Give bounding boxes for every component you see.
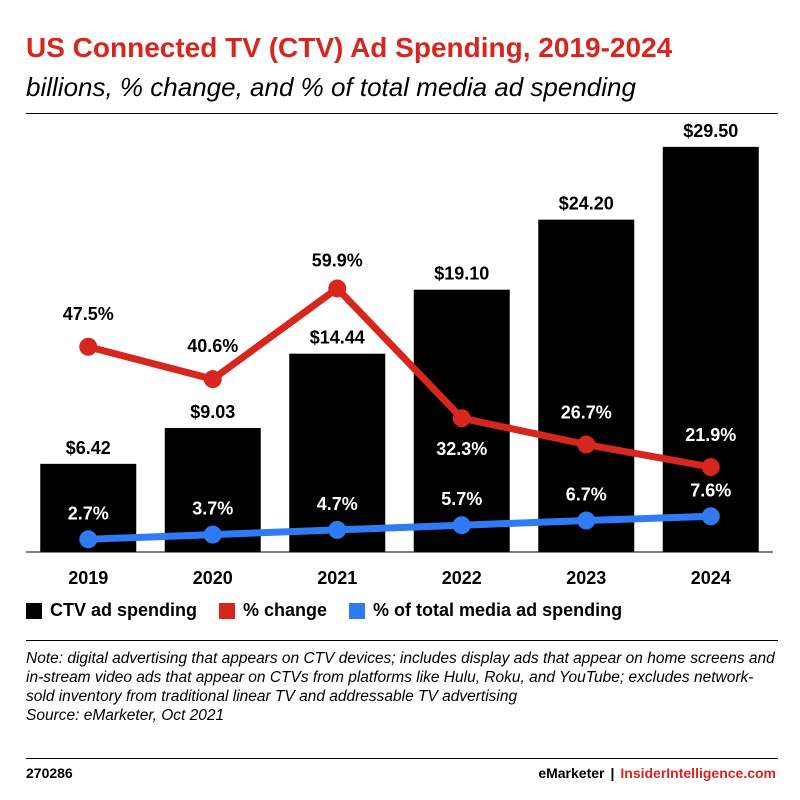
- change-point-2022: [452, 409, 471, 428]
- legend-item-change: % change: [219, 600, 327, 621]
- share-value-label: 6.7%: [566, 485, 607, 505]
- x-tick-label: 2020: [193, 568, 233, 588]
- share-value-label: 2.7%: [68, 503, 109, 523]
- brand-emarketer: eMarketer: [538, 765, 605, 781]
- footer-brand: eMarketer | InsiderIntelligence.com: [538, 765, 776, 781]
- legend-swatch-bar: [26, 602, 42, 619]
- bar-value-label: $29.50: [683, 121, 738, 141]
- change-point-2024: [701, 458, 720, 477]
- change-point-2019: [79, 337, 98, 356]
- brand-insider-intelligence[interactable]: InsiderIntelligence.com: [620, 765, 776, 781]
- header-divider: [26, 113, 778, 114]
- change-value-label: 40.6%: [187, 336, 238, 356]
- legend-item-ctv-spending: CTV ad spending: [26, 600, 197, 621]
- share-point-2023: [577, 511, 596, 530]
- bar-value-label: $9.03: [190, 402, 235, 422]
- change-point-2021: [328, 279, 347, 298]
- bar-value-label: $19.10: [434, 264, 489, 284]
- footer-divider: [26, 758, 778, 759]
- share-point-2020: [203, 525, 222, 544]
- x-tick-label: 2023: [566, 568, 606, 588]
- share-point-2024: [701, 507, 720, 526]
- change-series-line: [84, 284, 715, 471]
- x-tick-label: 2019: [68, 568, 108, 588]
- legend-item-share: % of total media ad spending: [349, 600, 622, 621]
- brand-separator: |: [610, 765, 615, 781]
- share-point-2021: [328, 520, 347, 539]
- bar-2023: [538, 219, 635, 553]
- x-tick-label: 2024: [691, 568, 731, 588]
- bar-2021: [289, 353, 386, 552]
- source-text: Source: eMarketer, Oct 2021: [26, 707, 225, 724]
- chart-note: Note: digital advertising that appears o…: [26, 649, 776, 725]
- legend-swatch-share: [349, 602, 366, 619]
- change-value-label: 59.9%: [312, 250, 363, 270]
- share-value-label: 5.7%: [441, 489, 482, 509]
- share-value-label: 3.7%: [192, 499, 233, 519]
- bar-value-label: $14.44: [310, 328, 365, 348]
- note-divider: [26, 640, 778, 641]
- legend: CTV ad spending % change % of total medi…: [26, 600, 644, 621]
- share-value-label: 7.6%: [690, 480, 731, 500]
- bar-value-label: $6.42: [66, 438, 111, 458]
- legend-label: % of total media ad spending: [373, 600, 623, 620]
- change-value-label: 47.5%: [63, 304, 114, 324]
- note-text: Note: digital advertising that appears o…: [26, 650, 775, 705]
- legend-swatch-change: [219, 602, 236, 619]
- chart-title: US Connected TV (CTV) Ad Spending, 2019-…: [26, 32, 673, 63]
- share-value-label: 4.7%: [317, 494, 358, 514]
- x-tick-label: 2021: [317, 568, 357, 588]
- change-point-2023: [577, 435, 596, 454]
- change-value-label: 21.9%: [685, 425, 736, 445]
- share-point-2022: [452, 516, 471, 535]
- change-point-2020: [203, 370, 222, 389]
- x-tick-label: 2022: [442, 568, 482, 588]
- share-series-line: [84, 512, 715, 543]
- bar-value-label: $24.20: [559, 194, 614, 214]
- chart-id: 270286: [26, 765, 73, 781]
- legend-label: % change: [243, 600, 328, 620]
- bar-2024: [662, 146, 759, 552]
- share-point-2019: [79, 530, 98, 549]
- chart-subtitle: billions, % change, and % of total media…: [26, 72, 636, 102]
- legend-label: CTV ad spending: [50, 600, 198, 620]
- change-value-label: 26.7%: [561, 403, 612, 423]
- change-value-label: 32.3%: [436, 439, 487, 459]
